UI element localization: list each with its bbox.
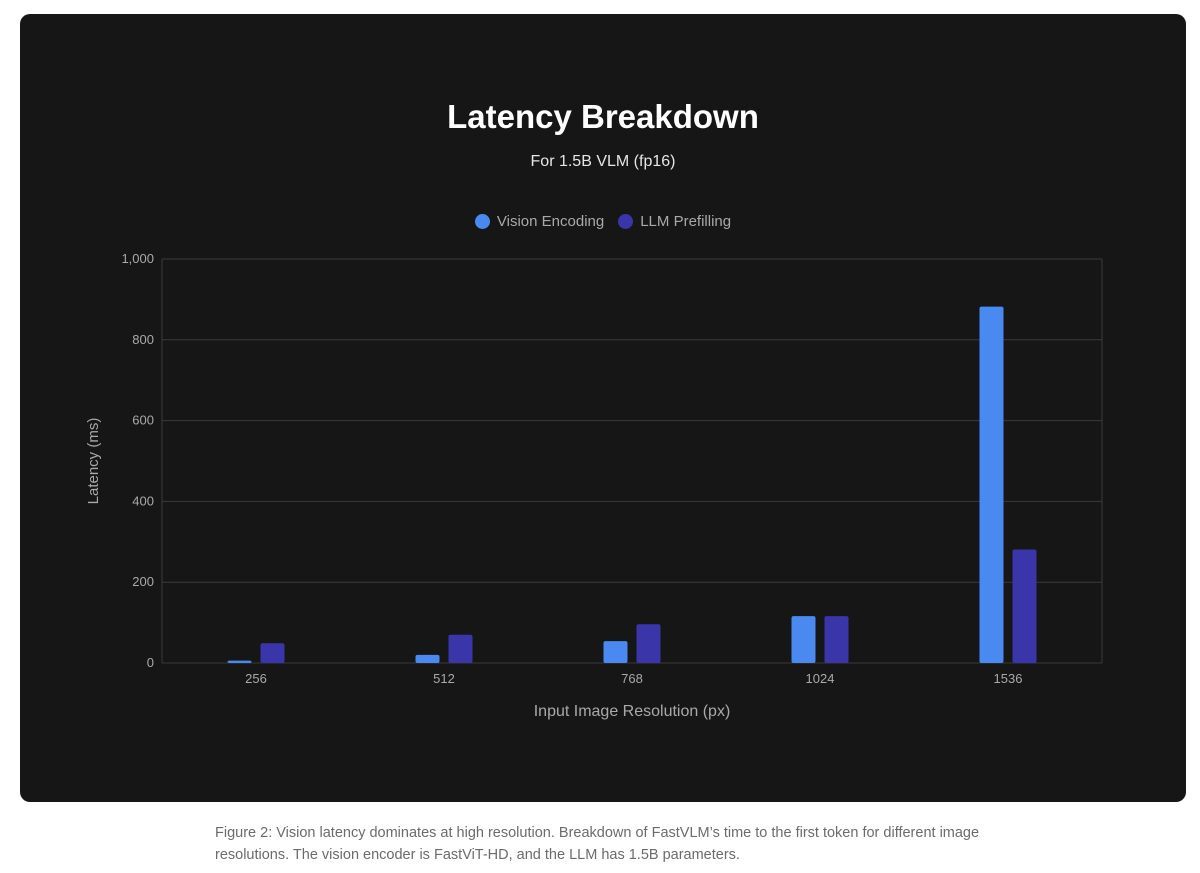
y-tick-label: 1,000 [121,251,154,266]
bar-llm-prefilling [448,634,473,663]
bar-vision-encoding [227,660,252,663]
y-tick-label: 800 [132,332,154,347]
y-tick-label: 0 [147,655,154,670]
bar-llm-prefilling [824,616,849,663]
x-tick-label: 1024 [806,671,835,686]
chart-title: Latency Breakdown [447,98,759,135]
legend-label-llm-prefilling: LLM Prefilling [640,213,732,230]
y-axis-label: Latency (ms) [85,418,102,505]
x-tick-label: 768 [621,671,643,686]
legend-swatch-vision-encoding [474,214,490,229]
bar-vision-encoding [791,616,816,663]
bar-llm-prefilling [1012,549,1037,663]
bar-chart: 0 200 400 600 800 1,000 256 512 768 1024 1536 Input… [85,251,1103,720]
y-tick-label: 400 [132,493,154,508]
chart-card: Latency Breakdown For 1.5B VLM (fp16) Vi… [20,14,1186,802]
x-tick-label: 512 [433,671,455,686]
x-tick-label: 256 [245,671,267,686]
legend-swatch-llm-prefilling [618,214,634,229]
y-tick-label: 600 [132,413,154,428]
bar-llm-prefilling [636,624,661,663]
bar-llm-prefilling [260,643,285,663]
chart-legend: Vision Encoding LLM Prefilling [20,213,1186,230]
bar-vision-encoding [415,654,440,663]
x-tick-label: 1536 [994,671,1023,686]
legend-label-vision-encoding: Vision Encoding [496,213,605,230]
bar-vision-encoding [979,306,1004,663]
y-tick-label: 200 [132,574,154,589]
chart-subtitle: For 1.5B VLM (fp16) [530,153,676,170]
bar-vision-encoding [603,641,628,663]
legend-item-vision-encoding[interactable]: Vision Encoding [474,213,605,230]
x-axis-label: Input Image Resolution (px) [534,703,731,720]
figure-caption: Figure 2: Vision latency dominates at hi… [215,825,980,863]
legend-item-llm-prefilling[interactable]: LLM Prefilling [618,213,731,230]
